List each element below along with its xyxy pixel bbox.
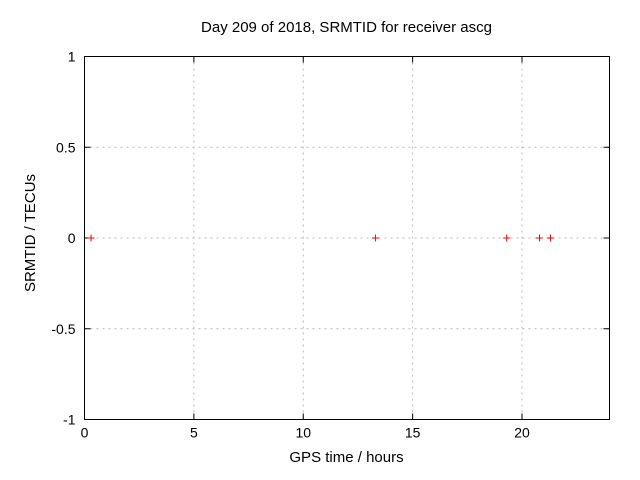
x-axis-label: GPS time / hours (289, 449, 404, 466)
data-point-marker (546, 234, 554, 242)
y-tick-label: -1 (63, 412, 76, 428)
y-tick-label: 0.5 (56, 139, 76, 155)
x-tick-label: 10 (295, 425, 311, 441)
chart-title: Day 209 of 2018, SRMTID for receiver asc… (201, 19, 492, 36)
x-tick-label: 20 (514, 425, 530, 441)
x-tick-label: 5 (190, 425, 198, 441)
x-tick-label: 15 (405, 425, 421, 441)
data-point-marker (87, 234, 95, 242)
data-point-marker (536, 234, 543, 242)
y-tick-label: -0.5 (51, 321, 75, 337)
y-axis-label: SRMTID / TECUs (22, 173, 39, 293)
x-tick-label: 0 (81, 425, 89, 441)
y-tick-label: 0 (68, 230, 76, 246)
y-tick-label: 1 (68, 49, 76, 65)
data-point-marker (503, 234, 511, 242)
data-point-marker (371, 234, 379, 242)
